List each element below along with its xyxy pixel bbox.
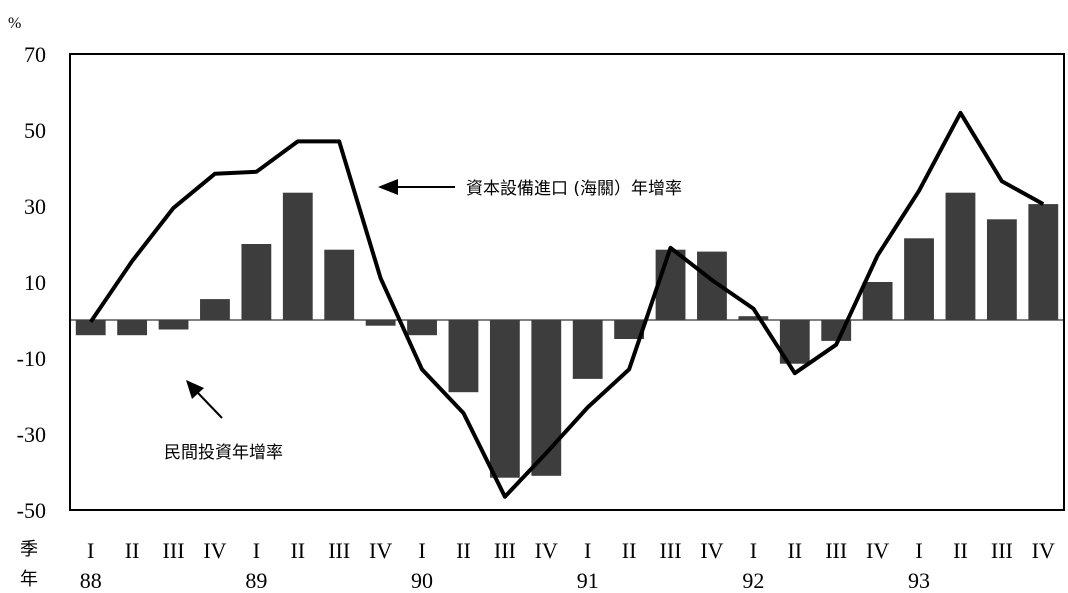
year-tick-labels: 88 89 90 91 92 93 — [80, 568, 930, 593]
quarter-tick-labels: I II III IV I II III IV I II III IV I II III IV I II III IV… — [87, 538, 1055, 563]
year-tick-label: 91 — [577, 568, 599, 593]
year-row-label: 年 — [20, 569, 38, 590]
y-tick-label: 70 — [24, 42, 46, 67]
bar — [75, 320, 106, 336]
quarter-row-label: 季 — [20, 539, 38, 560]
quarter-tick-label: III — [163, 538, 185, 563]
year-tick-label: 88 — [80, 568, 102, 593]
year-tick-label: 89 — [245, 568, 267, 593]
bar — [655, 249, 686, 320]
quarter-tick-label: III — [494, 538, 516, 563]
y-tick-label: -50 — [17, 498, 46, 523]
bar — [282, 192, 313, 320]
quarter-tick-label: I — [418, 538, 425, 563]
y-tick-label: 30 — [24, 194, 46, 219]
quarter-tick-label: IV — [1032, 538, 1055, 563]
bar — [1028, 204, 1059, 320]
bar — [241, 244, 272, 320]
year-tick-label: 93 — [908, 568, 930, 593]
bar — [862, 282, 893, 320]
quarter-tick-label: IV — [203, 538, 226, 563]
bar — [614, 320, 645, 339]
quarter-tick-label: I — [915, 538, 922, 563]
quarter-tick-label: I — [253, 538, 260, 563]
bar — [572, 320, 603, 379]
bar — [365, 320, 396, 326]
quarter-tick-label: II — [456, 538, 471, 563]
bar — [407, 320, 437, 336]
plot-frame — [69, 53, 1065, 511]
y-tick-label: 10 — [24, 270, 46, 295]
line-series — [89, 110, 1045, 499]
quarter-tick-label: IV — [369, 538, 392, 563]
quarter-tick-label: II — [787, 538, 802, 563]
quarter-tick-label: IV — [866, 538, 889, 563]
bar — [324, 249, 355, 320]
line-annotation-label: 資本設備進口 (海關）年增率 — [466, 179, 682, 199]
bar-annotation-arrowhead — [186, 380, 204, 399]
bar-annotation-arrow — [197, 392, 223, 419]
quarter-tick-label: II — [290, 538, 305, 563]
y-tick-label: -30 — [17, 422, 46, 447]
y-unit-label: % — [8, 15, 21, 32]
bar — [489, 320, 520, 478]
quarter-tick-label: I — [750, 538, 757, 563]
y-tick-label: -10 — [17, 346, 46, 371]
quarter-tick-label: III — [991, 538, 1013, 563]
bar — [158, 320, 189, 330]
quarter-tick-label: II — [953, 538, 968, 563]
bar — [117, 320, 148, 336]
bar — [945, 192, 976, 320]
line-annotation: 資本設備進口 (海關）年增率 — [378, 179, 682, 199]
bar-series — [75, 192, 1059, 478]
quarter-tick-label: I — [584, 538, 591, 563]
quarter-tick-label: III — [825, 538, 847, 563]
bar — [531, 320, 562, 476]
bar-annotation: 民間投資年增率 — [164, 380, 283, 463]
year-tick-label: 90 — [411, 568, 433, 593]
quarter-tick-label: II — [622, 538, 637, 563]
year-tick-label: 92 — [742, 568, 764, 593]
bar — [448, 320, 479, 393]
quarter-tick-label: III — [660, 538, 682, 563]
quarter-tick-label: IV — [700, 538, 723, 563]
bar — [904, 238, 934, 320]
bar — [200, 299, 230, 320]
quarter-tick-label: I — [87, 538, 94, 563]
quarter-tick-label: II — [125, 538, 140, 563]
y-tick-label: 50 — [24, 118, 46, 143]
quarter-tick-label: III — [328, 538, 350, 563]
bar — [986, 219, 1017, 320]
line-annotation-arrowhead — [378, 179, 398, 195]
bar — [738, 316, 769, 320]
y-axis-ticks: 70 50 30 10 -10 -30 -50 — [17, 42, 46, 523]
quarter-tick-label: IV — [535, 538, 558, 563]
bar-annotation-label: 民間投資年增率 — [164, 443, 283, 463]
